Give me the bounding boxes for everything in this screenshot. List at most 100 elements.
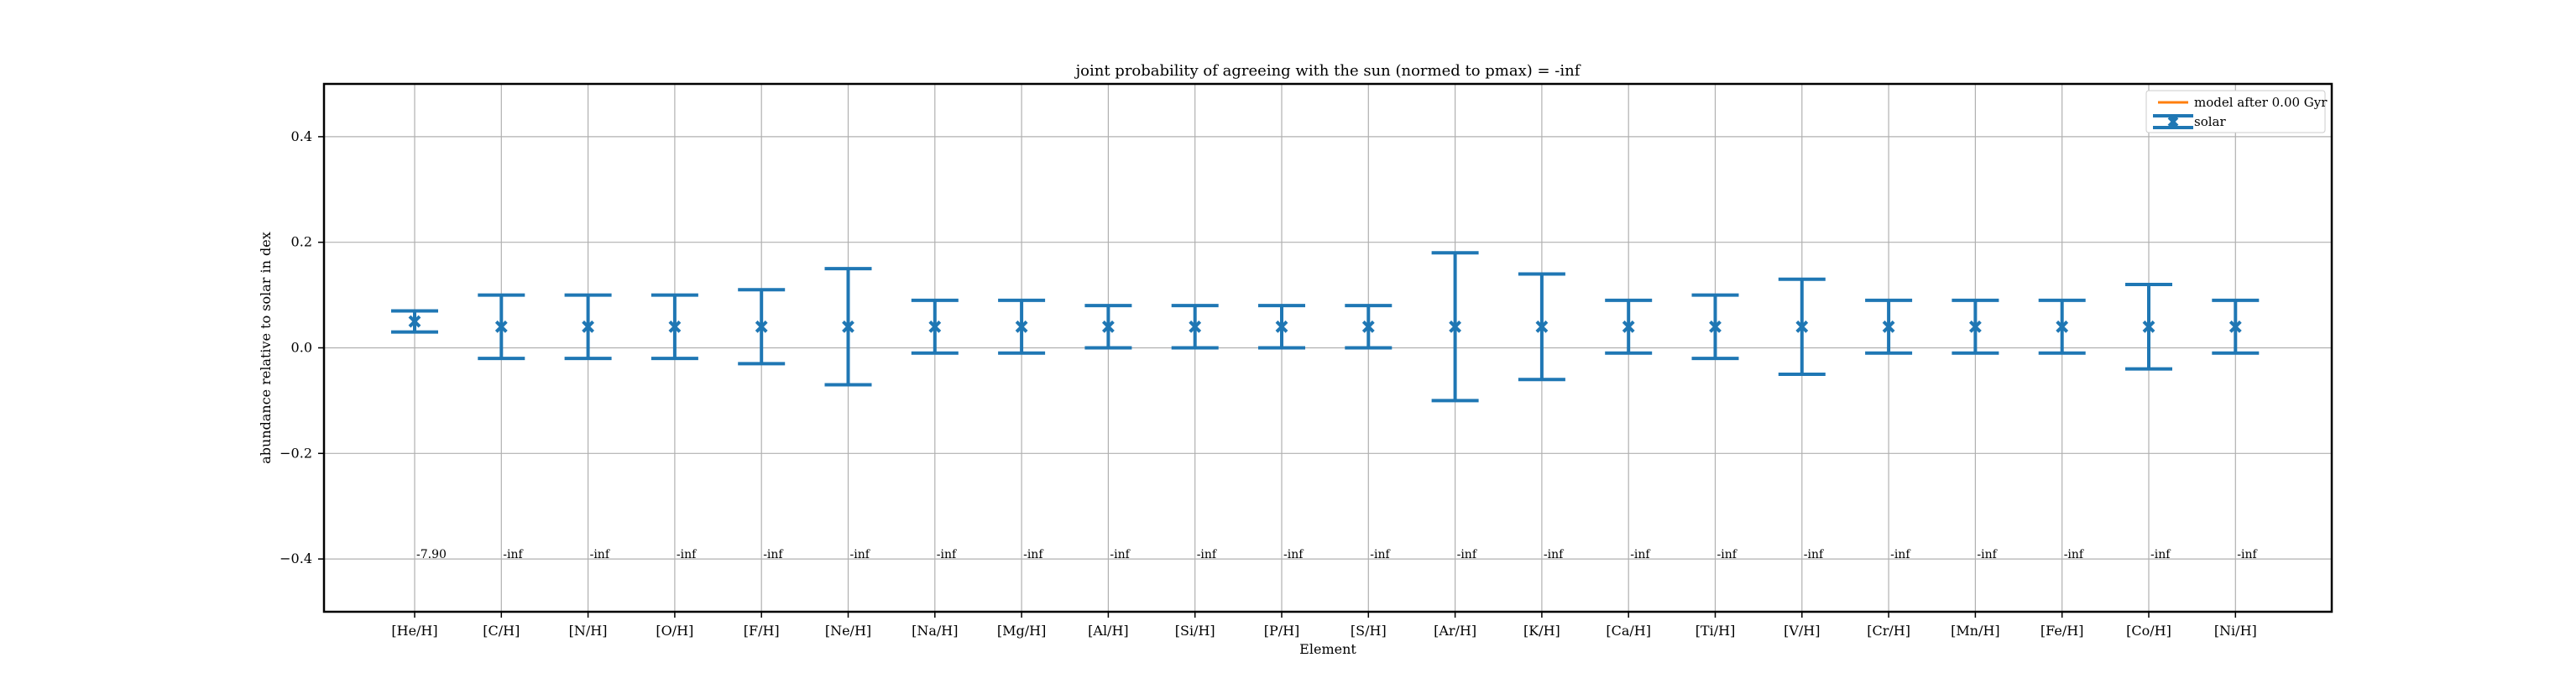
- annotation-label: -inf: [1630, 548, 1651, 561]
- y-tick-label: 0.2: [291, 234, 312, 250]
- errorbar: [2125, 283, 2172, 371]
- x-tick-label: [He/H]: [391, 623, 437, 639]
- data-point: [1882, 320, 1895, 333]
- annotation-label: -inf: [1717, 548, 1738, 561]
- errorbar: [1778, 277, 1826, 376]
- y-tick-label: 0.0: [291, 340, 312, 356]
- errorbar: [651, 293, 698, 361]
- x-tick-label: [Ni/H]: [2214, 623, 2257, 639]
- errorbar: [911, 298, 959, 355]
- x-tick-label: [Si/H]: [1175, 623, 1215, 639]
- annotation-label: -7.90: [416, 548, 447, 561]
- annotation-label: -inf: [1977, 548, 1998, 561]
- legend-label: model after 0.00 Gyr: [2194, 95, 2328, 110]
- annotations: -7.90 -inf -inf -inf -inf -inf -inf -inf -inf -in…: [416, 548, 2259, 561]
- annotation-label: -inf: [590, 548, 611, 561]
- y-axis-label: abundance relative to solar in dex: [258, 232, 274, 464]
- x-tick-label: [Ca/H]: [1606, 623, 1651, 639]
- annotation-label: -inf: [1804, 548, 1825, 561]
- x-tick-label: [S/H]: [1351, 623, 1387, 639]
- errorbar: [391, 309, 438, 334]
- x-tick-label: [K/H]: [1523, 623, 1560, 639]
- data-point: [668, 320, 682, 333]
- x-tick-label: [C/H]: [483, 623, 520, 639]
- errorbar: [2212, 298, 2260, 355]
- x-tick-label: [Na/H]: [912, 623, 958, 639]
- data-point: [1795, 320, 1809, 333]
- data-point: [928, 320, 942, 333]
- data-point: [2056, 320, 2069, 333]
- x-tick-label: [N/H]: [569, 623, 608, 639]
- x-tick-label: [Co/H]: [2126, 623, 2171, 639]
- y-tick-label: 0.4: [291, 128, 312, 144]
- x-tick-label: [Ar/H]: [1434, 623, 1476, 639]
- data-point: [842, 320, 854, 333]
- x-tick-label: [Ne/H]: [825, 623, 871, 639]
- errorbar: [824, 267, 872, 387]
- errorbar: [1258, 304, 1305, 350]
- legend-marker: [2167, 116, 2179, 128]
- data-point: [1622, 320, 1635, 333]
- legend-box: [2145, 90, 2326, 133]
- data-point: [494, 320, 508, 333]
- errorbar: [2038, 298, 2086, 355]
- data-point: [582, 320, 595, 333]
- x-tick-label: [F/H]: [744, 623, 780, 639]
- annotation-label: -inf: [850, 548, 871, 561]
- errorbar: [1865, 298, 1913, 355]
- data-point: [1101, 320, 1115, 333]
- plot-marks: [391, 251, 2260, 403]
- x-tick-label: [Ti/H]: [1696, 623, 1736, 639]
- data-point: [2229, 320, 2242, 333]
- annotation-label: -inf: [1110, 548, 1131, 561]
- annotation-label: -inf: [1890, 548, 1911, 561]
- errorbar: [478, 293, 525, 361]
- x-tick-label: [Al/H]: [1088, 623, 1129, 639]
- annotation-label: -inf: [1283, 548, 1304, 561]
- errorbar: [998, 298, 1046, 355]
- data-point: [1449, 320, 1462, 333]
- data-point: [755, 320, 768, 333]
- annotation-label: -inf: [1457, 548, 1478, 561]
- annotation-label: -inf: [937, 548, 958, 561]
- annotation-label: -inf: [1370, 548, 1391, 561]
- errorbar: [1952, 298, 1999, 355]
- annotation-label: -inf: [1023, 548, 1044, 561]
- legend-label: solar: [2194, 114, 2226, 129]
- data-point: [1361, 320, 1375, 333]
- y-tick-label: −0.4: [280, 551, 312, 566]
- annotation-label: -inf: [2064, 548, 2085, 561]
- data-point: [1535, 320, 1549, 333]
- chart-title: joint probability of agreeing with the s…: [1074, 62, 1581, 80]
- legend: model after 0.00 Gyr solar: [2145, 90, 2328, 133]
- data-point: [1189, 320, 1202, 333]
- data-point: [408, 315, 421, 328]
- x-tick-label: [P/H]: [1264, 623, 1300, 639]
- y-tick-label: −0.2: [280, 445, 312, 461]
- errorbar: [738, 288, 786, 366]
- data-point: [1968, 320, 1982, 333]
- errorbar: [1345, 304, 1393, 350]
- data-point: [1015, 320, 1028, 333]
- annotation-label: -inf: [503, 548, 524, 561]
- x-tick-label: [O/H]: [656, 623, 693, 639]
- annotation-label: -inf: [2150, 548, 2171, 561]
- data-point: [2142, 320, 2155, 333]
- annotation-label: -inf: [2237, 548, 2258, 561]
- errorbar: [564, 293, 612, 361]
- annotation-label: -inf: [1197, 548, 1218, 561]
- errorbar: [1518, 272, 1565, 382]
- x-tick-label: [Mg/H]: [997, 623, 1046, 639]
- annotation-label: -inf: [677, 548, 698, 561]
- errorbar: [1431, 251, 1479, 403]
- x-tick-label: [V/H]: [1784, 623, 1820, 639]
- y-axis-ticks: 0.4 0.2 0.0 −0.2 −0.4: [280, 128, 324, 566]
- errorbar: [1171, 304, 1219, 350]
- errorbar: [1605, 298, 1653, 355]
- annotation-label: -inf: [1544, 548, 1565, 561]
- x-axis-ticks: [He/H] [C/H] [N/H] [O/H] [F/H] [Ne/H] [Na/H] [M…: [391, 612, 2257, 639]
- errorbar: [1084, 304, 1132, 350]
- data-point: [1709, 320, 1722, 333]
- x-tick-label: [Cr/H]: [1867, 623, 1910, 639]
